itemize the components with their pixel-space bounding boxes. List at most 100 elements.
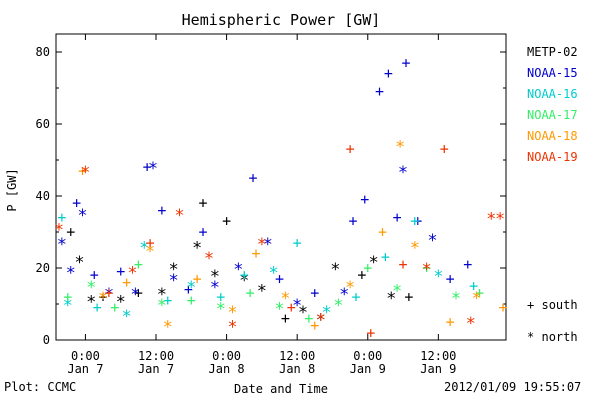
data-point-noaa-15-north: * bbox=[66, 264, 76, 284]
data-point-noaa-17-south: + bbox=[134, 255, 143, 273]
x-tick-time: 0:00 bbox=[212, 349, 241, 363]
data-point-noaa-15-south: + bbox=[393, 209, 402, 227]
data-point-noaa-17-north: * bbox=[86, 278, 96, 298]
x-tick-date: Jan 8 bbox=[209, 362, 245, 376]
x-tick-time: 0:00 bbox=[353, 349, 382, 363]
data-point-metp-02-south: + bbox=[357, 266, 366, 284]
data-point-noaa-19-south: + bbox=[346, 140, 355, 158]
data-point-noaa-19-north: * bbox=[227, 318, 237, 338]
x-axis-label: Date and Time bbox=[234, 382, 328, 396]
plot-source: Plot: CCMC bbox=[4, 380, 77, 394]
data-point-noaa-15-north: * bbox=[398, 163, 408, 183]
x-tick-time: 0:00 bbox=[71, 349, 100, 363]
data-point-metp-02-north: * bbox=[316, 310, 326, 330]
data-point-noaa-18-south: + bbox=[251, 245, 260, 263]
data-point-noaa-18-south: + bbox=[499, 299, 508, 317]
x-tick-date: Jan 9 bbox=[420, 362, 456, 376]
data-point-noaa-16-north: * bbox=[121, 307, 131, 327]
data-point-noaa-17-south: + bbox=[246, 284, 255, 302]
x-tick-date: Jan 9 bbox=[350, 362, 386, 376]
y-axis: 0 20 40 60 80 bbox=[36, 45, 506, 347]
x-tick-date: Jan 7 bbox=[138, 362, 174, 376]
data-point-noaa-15-south: + bbox=[375, 83, 384, 101]
data-point-noaa-15-north: * bbox=[427, 231, 437, 251]
data-point-noaa-19-north: * bbox=[316, 310, 326, 330]
data-point-noaa-17-north: * bbox=[451, 289, 461, 309]
data-point-metp-02-south: + bbox=[222, 212, 231, 230]
data-point-noaa-16-north: * bbox=[139, 238, 149, 258]
data-point-noaa-16-south: + bbox=[293, 234, 302, 252]
data-point-noaa-18-south: + bbox=[310, 317, 319, 335]
data-point-noaa-15-south: + bbox=[143, 158, 152, 176]
data-point-noaa-15-south: + bbox=[249, 169, 258, 187]
data-point-noaa-15-south: + bbox=[184, 281, 193, 299]
plot-timestamp: 2012/01/09 19:55:07 bbox=[444, 380, 582, 394]
data-point-noaa-16-north: * bbox=[433, 267, 443, 287]
data-point-noaa-19-north: * bbox=[127, 264, 137, 284]
data-point-metp-02-north: * bbox=[330, 260, 340, 280]
data-point-noaa-18-south: + bbox=[378, 223, 387, 241]
data-point-noaa-16-north: * bbox=[186, 278, 196, 298]
data-point-noaa-15-south: + bbox=[349, 212, 358, 230]
data-point-noaa-17-south: + bbox=[422, 259, 431, 277]
data-point-noaa-18-south: + bbox=[446, 313, 455, 331]
data-point-noaa-19-south: + bbox=[440, 140, 449, 158]
data-point-noaa-19-south: + bbox=[366, 324, 375, 342]
data-point-noaa-16-south: + bbox=[381, 248, 390, 266]
data-point-noaa-15-south: + bbox=[401, 54, 410, 72]
data-point-metp-02-north: * bbox=[239, 271, 249, 291]
data-point-noaa-17-south: + bbox=[475, 284, 484, 302]
data-point-noaa-17-north: * bbox=[333, 296, 343, 316]
data-point-metp-02-north: * bbox=[169, 260, 179, 280]
data-point-noaa-16-south: + bbox=[410, 212, 419, 230]
data-point-noaa-16-north: * bbox=[321, 303, 331, 323]
data-point-noaa-19-south: + bbox=[399, 255, 408, 273]
data-point-noaa-15-south: + bbox=[275, 270, 284, 288]
data-point-metp-02-north: * bbox=[369, 253, 379, 273]
x-tick-time: 12:00 bbox=[279, 349, 315, 363]
south-marker-label: south bbox=[541, 298, 578, 312]
data-point-noaa-15-north: * bbox=[339, 285, 349, 305]
data-point-metp-02-north: * bbox=[86, 292, 96, 312]
data-point-metp-02-north: * bbox=[210, 267, 220, 287]
data-point-noaa-15-north: * bbox=[148, 159, 158, 179]
south-marker-key: + south bbox=[527, 298, 578, 312]
data-point-metp-02-north: * bbox=[74, 253, 84, 273]
data-point-noaa-19-north: * bbox=[466, 314, 476, 334]
data-point-noaa-16-south: + bbox=[240, 266, 249, 284]
chart-title: Hemispheric Power [GW] bbox=[182, 11, 381, 29]
data-point-metp-02-north: * bbox=[298, 303, 308, 323]
data-point-noaa-15-north: * bbox=[130, 285, 140, 305]
x-tick-time: 12:00 bbox=[138, 349, 174, 363]
north-marker-glyph: * bbox=[527, 330, 535, 344]
data-point-noaa-15-south: + bbox=[384, 65, 393, 83]
data-point-noaa-15-north: * bbox=[77, 206, 87, 226]
data-point-noaa-19-south: + bbox=[287, 299, 296, 317]
data-point-noaa-17-south: + bbox=[110, 299, 119, 317]
data-point-metp-02-north: * bbox=[386, 289, 396, 309]
data-point-noaa-18-north: * bbox=[227, 303, 237, 323]
data-point-noaa-18-north: * bbox=[345, 278, 355, 298]
data-point-noaa-18-north: * bbox=[395, 138, 405, 158]
data-point-noaa-19-north: * bbox=[257, 235, 267, 255]
data-point-noaa-18-south: + bbox=[78, 162, 87, 180]
data-point-noaa-15-north: * bbox=[210, 278, 220, 298]
data-point-metp-02-north: * bbox=[157, 285, 167, 305]
data-point-metp-02-south: + bbox=[66, 223, 75, 241]
y-tick-label: 80 bbox=[36, 45, 50, 59]
data-point-noaa-16-south: + bbox=[163, 291, 172, 309]
legend-item-noaa-15: NOAA-15 bbox=[527, 66, 578, 80]
data-point-noaa-16-north: * bbox=[269, 264, 279, 284]
data-point-noaa-15-south: + bbox=[72, 194, 81, 212]
legend-item-noaa-17: NOAA-17 bbox=[527, 108, 578, 122]
data-point-noaa-15-south: + bbox=[310, 284, 319, 302]
data-point-noaa-18-north: * bbox=[410, 238, 420, 258]
data-point-noaa-15-south: + bbox=[90, 266, 99, 284]
data-point-noaa-15-south: + bbox=[360, 191, 369, 209]
legend-item-noaa-19: NOAA-19 bbox=[527, 150, 578, 164]
y-axis-label: P [GW] bbox=[5, 168, 19, 211]
data-point-noaa-18-south: + bbox=[193, 270, 202, 288]
data-point-noaa-16-south: + bbox=[93, 299, 102, 317]
